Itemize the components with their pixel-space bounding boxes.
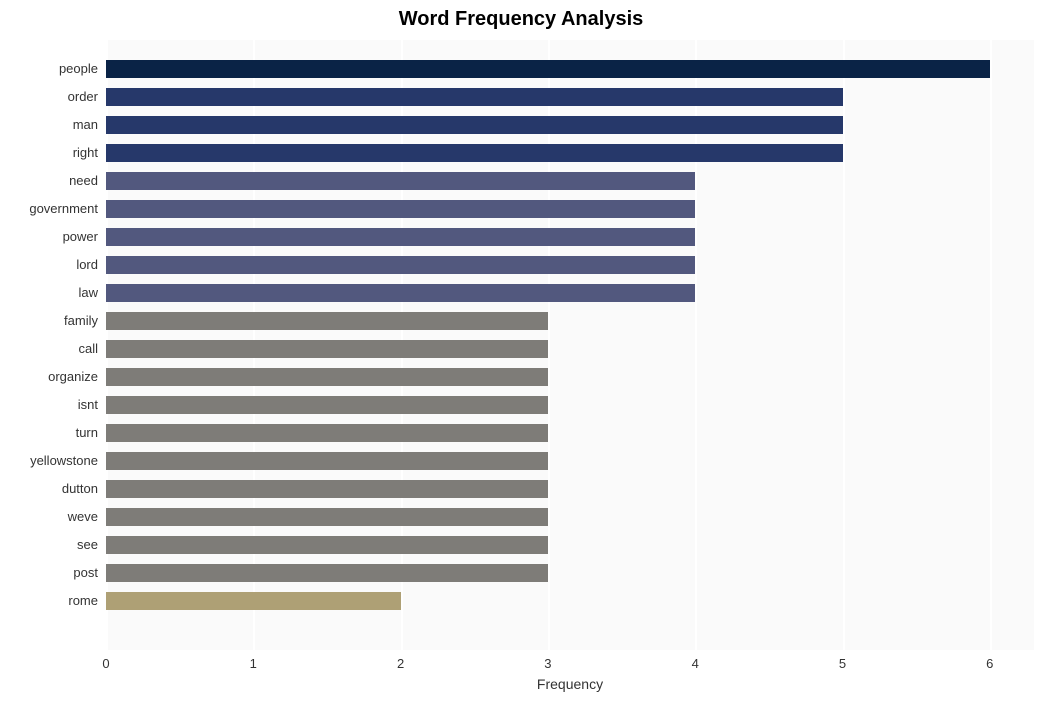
- y-tick-label: dutton: [0, 480, 98, 498]
- y-tick-label: family: [0, 312, 98, 330]
- bar: [106, 60, 990, 78]
- bar: [106, 452, 548, 470]
- y-tick-label: post: [0, 564, 98, 582]
- bar: [106, 564, 548, 582]
- bar: [106, 116, 843, 134]
- x-tick-label: 1: [250, 656, 257, 671]
- y-tick-label: turn: [0, 424, 98, 442]
- y-tick-label: man: [0, 116, 98, 134]
- bar: [106, 172, 695, 190]
- bar: [106, 536, 548, 554]
- bar: [106, 480, 548, 498]
- y-tick-label: lord: [0, 256, 98, 274]
- bar: [106, 508, 548, 526]
- grid-line: [843, 40, 845, 650]
- bar: [106, 396, 548, 414]
- x-tick-label: 4: [692, 656, 699, 671]
- y-tick-label: see: [0, 536, 98, 554]
- x-tick-label: 5: [839, 656, 846, 671]
- y-tick-label: power: [0, 228, 98, 246]
- y-tick-label: call: [0, 340, 98, 358]
- y-tick-label: weve: [0, 508, 98, 526]
- y-tick-label: isnt: [0, 396, 98, 414]
- y-tick-label: people: [0, 60, 98, 78]
- x-axis-label: Frequency: [470, 676, 670, 692]
- bar: [106, 368, 548, 386]
- bar: [106, 312, 548, 330]
- y-tick-label: government: [0, 200, 98, 218]
- bar: [106, 592, 401, 610]
- bar: [106, 256, 695, 274]
- y-tick-label: law: [0, 284, 98, 302]
- word-frequency-chart: Word Frequency Analysis Frequency 0 1 2 3 4 5…: [0, 0, 1042, 701]
- chart-title: Word Frequency Analysis: [0, 8, 1042, 31]
- bar: [106, 284, 695, 302]
- y-tick-label: organize: [0, 368, 98, 386]
- bar: [106, 424, 548, 442]
- y-tick-label: right: [0, 144, 98, 162]
- bar: [106, 228, 695, 246]
- x-tick-label: 2: [397, 656, 404, 671]
- bar: [106, 340, 548, 358]
- bar: [106, 144, 843, 162]
- x-tick-label: 3: [544, 656, 551, 671]
- bar: [106, 200, 695, 218]
- y-tick-label: need: [0, 172, 98, 190]
- y-tick-label: rome: [0, 592, 98, 610]
- y-tick-label: yellowstone: [0, 452, 98, 470]
- grid-line: [990, 40, 992, 650]
- x-tick-label: 0: [102, 656, 109, 671]
- bar: [106, 88, 843, 106]
- y-tick-label: order: [0, 88, 98, 106]
- plot-area: [106, 40, 1034, 650]
- x-tick-label: 6: [986, 656, 993, 671]
